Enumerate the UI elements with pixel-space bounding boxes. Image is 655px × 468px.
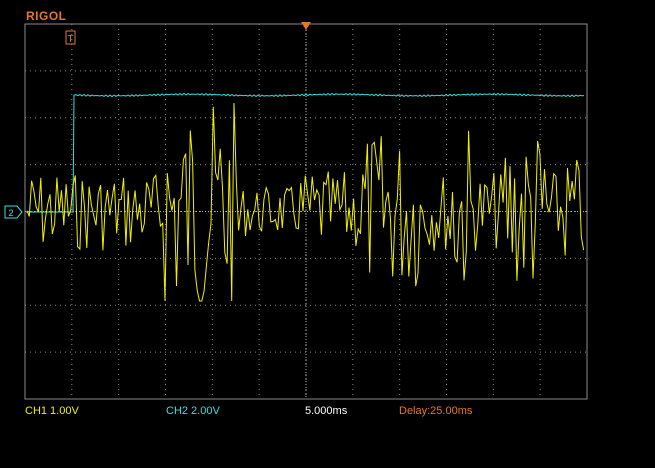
ch2-scale-label[interactable]: CH2 2.00V — [166, 405, 220, 417]
ch1-scale-label[interactable]: CH1 1.00V — [25, 405, 79, 417]
ch2-trace — [26, 92, 585, 213]
ch1-trace — [26, 102, 585, 302]
channel-2-ground-marker-icon[interactable]: 2 — [4, 205, 23, 219]
svg-text:T: T — [67, 34, 73, 45]
brand-logo: RIGOL — [26, 9, 67, 23]
svg-text:2: 2 — [8, 208, 13, 218]
trigger-level-marker-icon[interactable] — [301, 22, 311, 30]
timebase-label[interactable]: 5.000ms — [305, 405, 348, 417]
trigger-time-marker-icon[interactable]: T — [65, 30, 76, 45]
delay-label[interactable]: Delay:25.00ms — [399, 405, 473, 417]
